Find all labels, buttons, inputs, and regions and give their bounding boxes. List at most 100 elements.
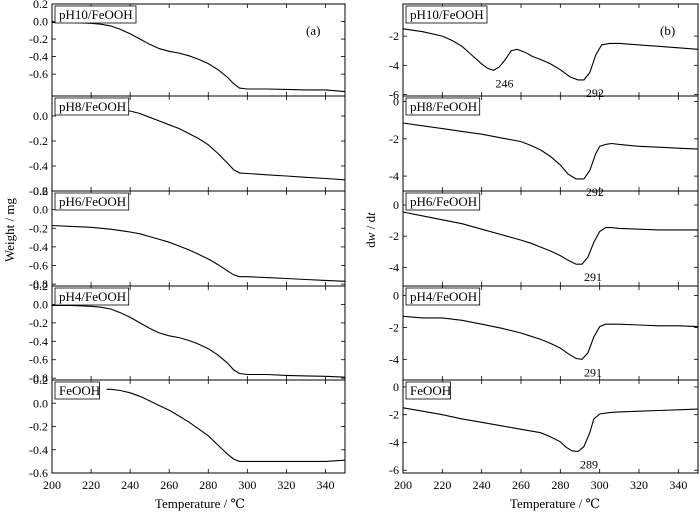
- subplot-b-1: 0 -2 -4 pH8/FeOOH 292: [389, 95, 699, 199]
- peak-annotation: 292: [586, 185, 604, 199]
- y-tick-label: -0.4: [29, 240, 48, 254]
- x-tick-label: 220: [82, 478, 100, 492]
- x-tick-label: 220: [433, 478, 451, 492]
- subplot-frame: [402, 379, 699, 474]
- panel-a-x-axis-label: Temperature / ℃: [155, 496, 245, 511]
- y-tick-label: -0.8: [29, 277, 48, 291]
- data-line: [51, 224, 346, 282]
- sample-label-box: [405, 97, 481, 116]
- sample-label-box: [405, 192, 481, 211]
- y-tick-label: -2: [389, 29, 399, 43]
- panel-a-label: (a): [306, 23, 320, 38]
- y-label-part-d1: d: [363, 241, 378, 248]
- y-tick-label: -2: [389, 132, 399, 146]
- x-tick-label: 240: [121, 478, 139, 492]
- x-tick-label: 200: [394, 478, 412, 492]
- x-tick-label: 340: [669, 478, 687, 492]
- y-tick-label: -4: [389, 435, 399, 449]
- sample-label: pH6/FeOOH: [59, 194, 126, 209]
- sample-label: pH8/FeOOH: [410, 99, 477, 114]
- sample-label-box: [54, 97, 130, 116]
- y-tick-label: -0.2: [29, 134, 48, 148]
- peak-annotation: 291: [584, 365, 602, 379]
- sample-label: pH4/FeOOH: [410, 289, 477, 304]
- sample-label: pH6/FeOOH: [410, 194, 477, 209]
- subplot-a-2: 0.2 0.0 -0.2 -0.4 -0.6 -0.8 pH6/FeOOH: [29, 184, 346, 291]
- sample-label-box: [54, 381, 100, 400]
- y-tick-label: -4: [389, 260, 399, 274]
- y-tick-label: -0.6: [29, 67, 48, 81]
- sample-label-box: [54, 5, 137, 24]
- y-tick-label: -6: [389, 463, 399, 477]
- panel-b-x-axis-label: Temperature / ℃: [510, 496, 600, 511]
- panel-a-y-axis-label: Weight / mg: [2, 198, 17, 262]
- peak-annotation: 289: [580, 457, 598, 471]
- y-tick-label: 0.0: [33, 109, 48, 123]
- y-tick-label: -2: [389, 320, 399, 334]
- x-tick-label: 260: [512, 478, 530, 492]
- y-tick-label: -0.2: [29, 420, 48, 434]
- panel-a-weight-loss: 0.20.0-0.2-0.4-0.60.8pH10/FeOOH0.0-0.2-0…: [29, 0, 346, 492]
- y-tick-label: -4: [389, 169, 399, 183]
- x-tick-label: 320: [277, 478, 295, 492]
- y-tick-label: -2: [389, 408, 399, 422]
- y-tick-label: -0.4: [29, 159, 48, 173]
- data-line: [52, 304, 346, 378]
- y-tick-label: 0.2: [33, 184, 48, 198]
- panel-b-label: (b): [660, 23, 675, 38]
- sample-label: pH8/FeOOH: [59, 99, 126, 114]
- y-tick-label: -0.4: [29, 443, 48, 457]
- y-tick-label: 0.0: [33, 203, 48, 217]
- y-tick-label: 0.2: [33, 0, 48, 11]
- subplot-b-4: 0 -2 -4 -6 FeOOH 289 200 220 240 260 280 300 320 340: [389, 379, 699, 492]
- subplot-a-1: 0.0 -0.2 -0.4 -0.6 pH8/FeOOH: [29, 95, 346, 198]
- peak-annotation: 246: [495, 76, 513, 90]
- y-tick-label: -0.2: [29, 32, 48, 46]
- subplot-a-3: 0.2 0.0 -0.2 -0.4 -0.6 -0.8 pH4/FeOOH: [29, 279, 346, 385]
- y-tick-label: 0.0: [33, 396, 48, 410]
- subplot-a-0: 0.20.0-0.2-0.4-0.60.8pH10/FeOOH: [29, 0, 346, 97]
- y-tick-label: 0.2: [33, 373, 48, 387]
- y-tick-label: 0.2: [33, 279, 48, 293]
- x-tick-label: 280: [551, 478, 569, 492]
- data-line: [402, 122, 699, 180]
- peak-annotation: 291: [584, 270, 602, 284]
- sample-label: pH10/FeOOH: [59, 7, 133, 22]
- sample-label-box: [405, 381, 451, 400]
- y-tick-label: -0.6: [29, 259, 48, 273]
- y-tick-label: -4: [389, 58, 399, 72]
- x-tick-label: 340: [316, 478, 334, 492]
- y-tick-label: -0.6: [29, 353, 48, 367]
- y-tick-label: 0.0: [33, 15, 48, 29]
- y-tick-label: -6: [389, 88, 399, 102]
- y-tick-label: -0.6: [29, 466, 48, 480]
- y-tick-label: -0.2: [29, 316, 48, 330]
- y-tick-label: -4: [389, 352, 399, 366]
- sample-label: pH10/FeOOH: [410, 7, 484, 22]
- x-tick-label: 260: [160, 478, 178, 492]
- data-line: [402, 315, 699, 360]
- y-tick-label: -0.4: [29, 50, 48, 64]
- x-tick-label: 240: [473, 478, 491, 492]
- y-tick-label: 0: [393, 95, 399, 109]
- data-line: [402, 211, 698, 265]
- sample-label-box: [54, 192, 130, 211]
- sample-label-box: [405, 5, 488, 24]
- y-label-part-w: w: [363, 232, 378, 241]
- peak-annotation: 292: [586, 86, 604, 100]
- y-tick-label: -0.4: [29, 334, 48, 348]
- x-tick-label: 300: [238, 478, 256, 492]
- sample-label: FeOOH: [59, 383, 100, 398]
- subplot-b-0: -2 -4 -6 pH10/FeOOH 246 292: [389, 3, 699, 102]
- sample-label: pH4/FeOOH: [59, 289, 126, 304]
- data-line: [52, 21, 346, 93]
- panel-b-y-axis-label: dw / dt: [363, 212, 378, 248]
- y-tick-label: 0.0: [33, 297, 48, 311]
- sample-label: FeOOH: [410, 383, 451, 398]
- data-line: [402, 407, 699, 453]
- subplot-a-4: 0.2 0.0 -0.2 -0.4 -0.6 FeOOH 200 220 240 260 280 30…: [29, 373, 346, 492]
- x-tick-label: 280: [199, 478, 217, 492]
- y-tick-label: -0.6: [29, 184, 48, 198]
- subplot-b-3: 0 -2 -4 pH4/FeOOH 291: [389, 285, 699, 381]
